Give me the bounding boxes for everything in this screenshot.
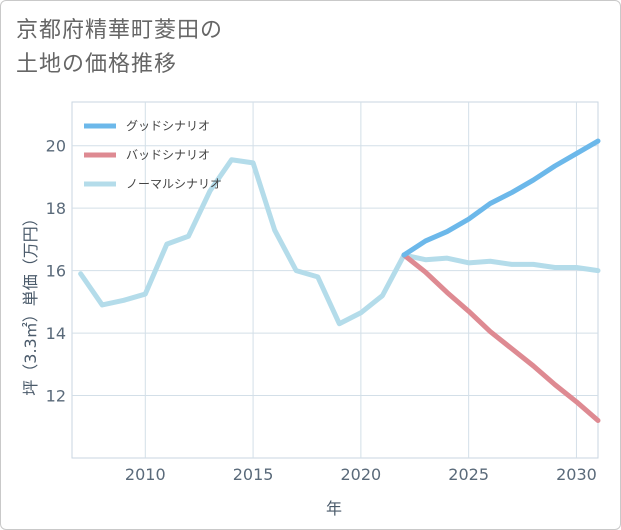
- x-tick-label: 2025: [448, 465, 489, 484]
- y-tick-label: 16: [46, 262, 66, 281]
- x-tick-label: 2010: [125, 465, 166, 484]
- series-line-2: [78, 157, 601, 327]
- chart-title-line-1: 京都府精華町菱田の: [16, 18, 224, 43]
- legend-label-2: ノーマルシナリオ: [126, 177, 222, 191]
- chart-title: 京都府精華町菱田の 土地の価格推移: [16, 14, 436, 82]
- series-line-0: [401, 138, 601, 258]
- y-tick-label: 18: [46, 199, 66, 218]
- chart-title-line-2: 土地の価格推移: [16, 52, 178, 77]
- series-line-1: [401, 252, 601, 424]
- x-tick-label: 2015: [233, 465, 274, 484]
- y-axis-title: 坪（3.3㎡）単価（万円）: [21, 210, 40, 395]
- x-tick-label: 2030: [556, 465, 597, 484]
- x-tick-label: 2020: [341, 465, 382, 484]
- y-tick-label: 20: [46, 137, 66, 156]
- y-tick-label: 12: [46, 387, 66, 406]
- series-layer: [78, 138, 601, 424]
- plot-area-border: [71, 101, 599, 459]
- x-tick-labels: 2010 2015 2020 2025 2030: [125, 465, 597, 484]
- legend-label-1: バッドシナリオ: [126, 148, 210, 162]
- x-axis-title: 年: [326, 499, 342, 518]
- legend-label-0: グッドシナリオ: [126, 119, 210, 133]
- y-tick-labels: 12 14 16 18 20: [46, 137, 66, 406]
- y-tick-label: 14: [46, 324, 66, 343]
